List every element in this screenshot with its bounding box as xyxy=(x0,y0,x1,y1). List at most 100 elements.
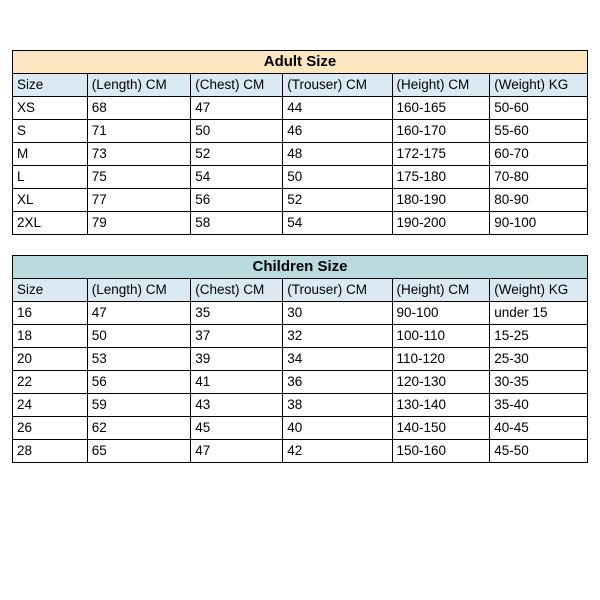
table-cell: 100-110 xyxy=(392,325,490,348)
table-cell: 35-40 xyxy=(490,394,588,417)
table-cell: 52 xyxy=(191,143,283,166)
children-size-table: Children Size Size(Length) CM(Chest) CM(… xyxy=(12,255,588,463)
children-col-header: (Trouser) CM xyxy=(283,279,392,302)
table-cell: 30-35 xyxy=(490,371,588,394)
table-cell: 40-45 xyxy=(490,417,588,440)
table-cell: 71 xyxy=(87,120,191,143)
table-cell: 24 xyxy=(13,394,88,417)
table-row: 26624540140-15040-45 xyxy=(13,417,588,440)
table-cell: 34 xyxy=(283,348,392,371)
table-row: 1647353090-100under 15 xyxy=(13,302,588,325)
table-row: M735248172-17560-70 xyxy=(13,143,588,166)
table-cell: M xyxy=(13,143,88,166)
table-cell: 47 xyxy=(191,97,283,120)
table-cell: 62 xyxy=(87,417,191,440)
table-cell: 58 xyxy=(191,212,283,235)
table-row: XS684744160-16550-60 xyxy=(13,97,588,120)
table-row: 2XL795854190-20090-100 xyxy=(13,212,588,235)
table-cell: 39 xyxy=(191,348,283,371)
table-cell: 172-175 xyxy=(392,143,490,166)
table-cell: 22 xyxy=(13,371,88,394)
table-cell: S xyxy=(13,120,88,143)
table-cell: 28 xyxy=(13,440,88,463)
table-cell: 32 xyxy=(283,325,392,348)
table-row: 24594338130-14035-40 xyxy=(13,394,588,417)
table-row: S715046160-17055-60 xyxy=(13,120,588,143)
table-cell: 50-60 xyxy=(490,97,588,120)
children-title-cell: Children Size xyxy=(13,256,588,279)
page-wrap: Adult Size Size(Length) CM(Chest) CM(Tro… xyxy=(0,0,600,463)
table-cell: 45 xyxy=(191,417,283,440)
adult-col-header: Size xyxy=(13,74,88,97)
table-cell: L xyxy=(13,166,88,189)
table-cell: 120-130 xyxy=(392,371,490,394)
table-cell: 140-150 xyxy=(392,417,490,440)
table-cell: 70-80 xyxy=(490,166,588,189)
table-cell: 50 xyxy=(191,120,283,143)
table-cell: 54 xyxy=(191,166,283,189)
table-cell: 26 xyxy=(13,417,88,440)
table-cell: 40 xyxy=(283,417,392,440)
table-cell: XL xyxy=(13,189,88,212)
table-cell: 90-100 xyxy=(490,212,588,235)
table-cell: 18 xyxy=(13,325,88,348)
table-cell: 52 xyxy=(283,189,392,212)
children-col-header: (Chest) CM xyxy=(191,279,283,302)
adult-header-row: Size(Length) CM(Chest) CM(Trouser) CM(He… xyxy=(13,74,588,97)
table-cell: 110-120 xyxy=(392,348,490,371)
table-cell: 180-190 xyxy=(392,189,490,212)
adult-col-header: (Height) CM xyxy=(392,74,490,97)
table-cell: 50 xyxy=(87,325,191,348)
table-cell: 150-160 xyxy=(392,440,490,463)
adult-title-cell: Adult Size xyxy=(13,51,588,74)
table-cell: 130-140 xyxy=(392,394,490,417)
adult-col-header: (Length) CM xyxy=(87,74,191,97)
table-cell: 55-60 xyxy=(490,120,588,143)
table-cell: 79 xyxy=(87,212,191,235)
table-cell: 44 xyxy=(283,97,392,120)
table-cell: 47 xyxy=(191,440,283,463)
table-cell: 35 xyxy=(191,302,283,325)
table-cell: 25-30 xyxy=(490,348,588,371)
table-row: 28654742150-16045-50 xyxy=(13,440,588,463)
table-cell: 54 xyxy=(283,212,392,235)
adult-col-header: (Weight) KG xyxy=(490,74,588,97)
table-cell: 75 xyxy=(87,166,191,189)
adult-title-row: Adult Size xyxy=(13,51,588,74)
table-cell: 47 xyxy=(87,302,191,325)
children-title-row: Children Size xyxy=(13,256,588,279)
table-cell: 41 xyxy=(191,371,283,394)
children-header-row: Size(Length) CM(Chest) CM(Trouser) CM(He… xyxy=(13,279,588,302)
table-cell: 60-70 xyxy=(490,143,588,166)
table-cell: 45-50 xyxy=(490,440,588,463)
adult-size-table: Adult Size Size(Length) CM(Chest) CM(Tro… xyxy=(12,50,588,235)
table-cell: 37 xyxy=(191,325,283,348)
children-col-header: (Length) CM xyxy=(87,279,191,302)
table-cell: 65 xyxy=(87,440,191,463)
table-cell: 20 xyxy=(13,348,88,371)
table-cell: 160-170 xyxy=(392,120,490,143)
table-cell: 50 xyxy=(283,166,392,189)
table-cell: under 15 xyxy=(490,302,588,325)
table-cell: XS xyxy=(13,97,88,120)
table-cell: 59 xyxy=(87,394,191,417)
children-col-header: (Weight) KG xyxy=(490,279,588,302)
table-cell: 48 xyxy=(283,143,392,166)
table-cell: 73 xyxy=(87,143,191,166)
adult-col-header: (Chest) CM xyxy=(191,74,283,97)
children-col-header: Size xyxy=(13,279,88,302)
table-cell: 15-25 xyxy=(490,325,588,348)
table-row: XL775652180-19080-90 xyxy=(13,189,588,212)
table-cell: 90-100 xyxy=(392,302,490,325)
table-row: 22564136120-13030-35 xyxy=(13,371,588,394)
table-cell: 56 xyxy=(191,189,283,212)
table-cell: 16 xyxy=(13,302,88,325)
table-row: 18503732100-11015-25 xyxy=(13,325,588,348)
table-cell: 56 xyxy=(87,371,191,394)
table-cell: 68 xyxy=(87,97,191,120)
table-cell: 190-200 xyxy=(392,212,490,235)
table-cell: 53 xyxy=(87,348,191,371)
children-col-header: (Height) CM xyxy=(392,279,490,302)
table-cell: 42 xyxy=(283,440,392,463)
table-cell: 36 xyxy=(283,371,392,394)
